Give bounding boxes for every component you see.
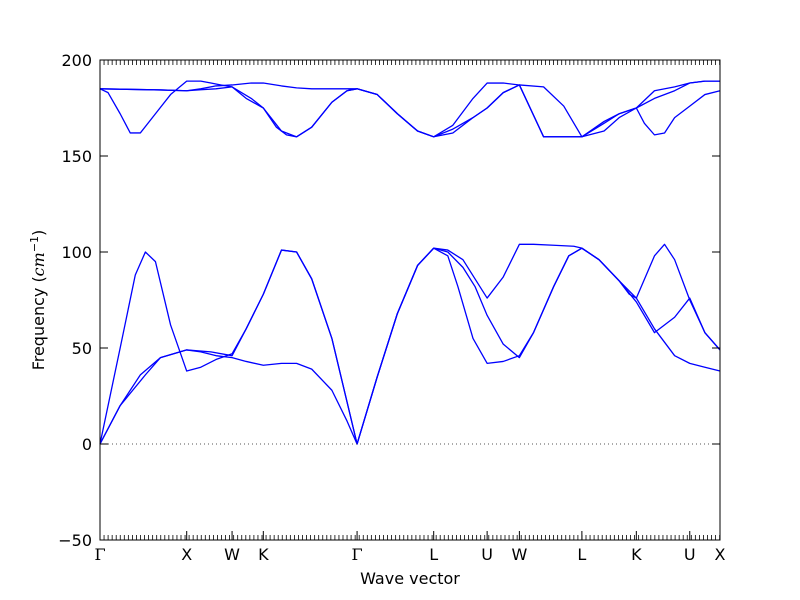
y-tick-label: 150	[61, 147, 92, 166]
y-axis-label: Frequency (cm−1)	[28, 230, 48, 371]
x-tick-label-8: W	[511, 545, 527, 564]
x-tick-label-1: Γ	[94, 545, 105, 564]
y-tick-label: 100	[61, 243, 92, 262]
band-line-2	[99, 247, 721, 445]
plot-lines	[99, 80, 721, 445]
x-axis-label: Wave vector	[360, 569, 460, 588]
y-tick-label: −50	[58, 531, 92, 550]
x-tick-label-7: U	[481, 545, 493, 564]
x-tick-label-6: L	[429, 545, 438, 564]
y-tick-labels: −50 0 50 100 150 200	[58, 51, 92, 550]
band-line-3	[99, 243, 721, 445]
band-line-4	[99, 80, 720, 138]
x-tick-label-10: K	[631, 545, 642, 564]
y-axis-label-main: Frequency	[29, 288, 48, 371]
axis-ticks	[99, 59, 721, 541]
x-tick-label-9: L	[577, 545, 586, 564]
x-tick-label-5: Γ	[352, 545, 363, 564]
y-tick-label: 0	[82, 435, 92, 454]
band-line-6	[99, 80, 721, 138]
band-line-1	[99, 243, 721, 445]
x-tick-label-3: W	[224, 545, 240, 564]
y-tick-label: 50	[72, 339, 92, 358]
y-axis-label-exp: −1	[28, 236, 41, 252]
y-axis-label-unit: cm	[29, 252, 48, 276]
x-tick-label-12: X	[715, 545, 726, 564]
x-tick-label-2: X	[181, 545, 192, 564]
y-tick-label: 200	[61, 51, 92, 70]
x-tick-label-11: U	[684, 545, 696, 564]
plot-frame	[99, 59, 721, 541]
x-tick-label-4: K	[258, 545, 269, 564]
